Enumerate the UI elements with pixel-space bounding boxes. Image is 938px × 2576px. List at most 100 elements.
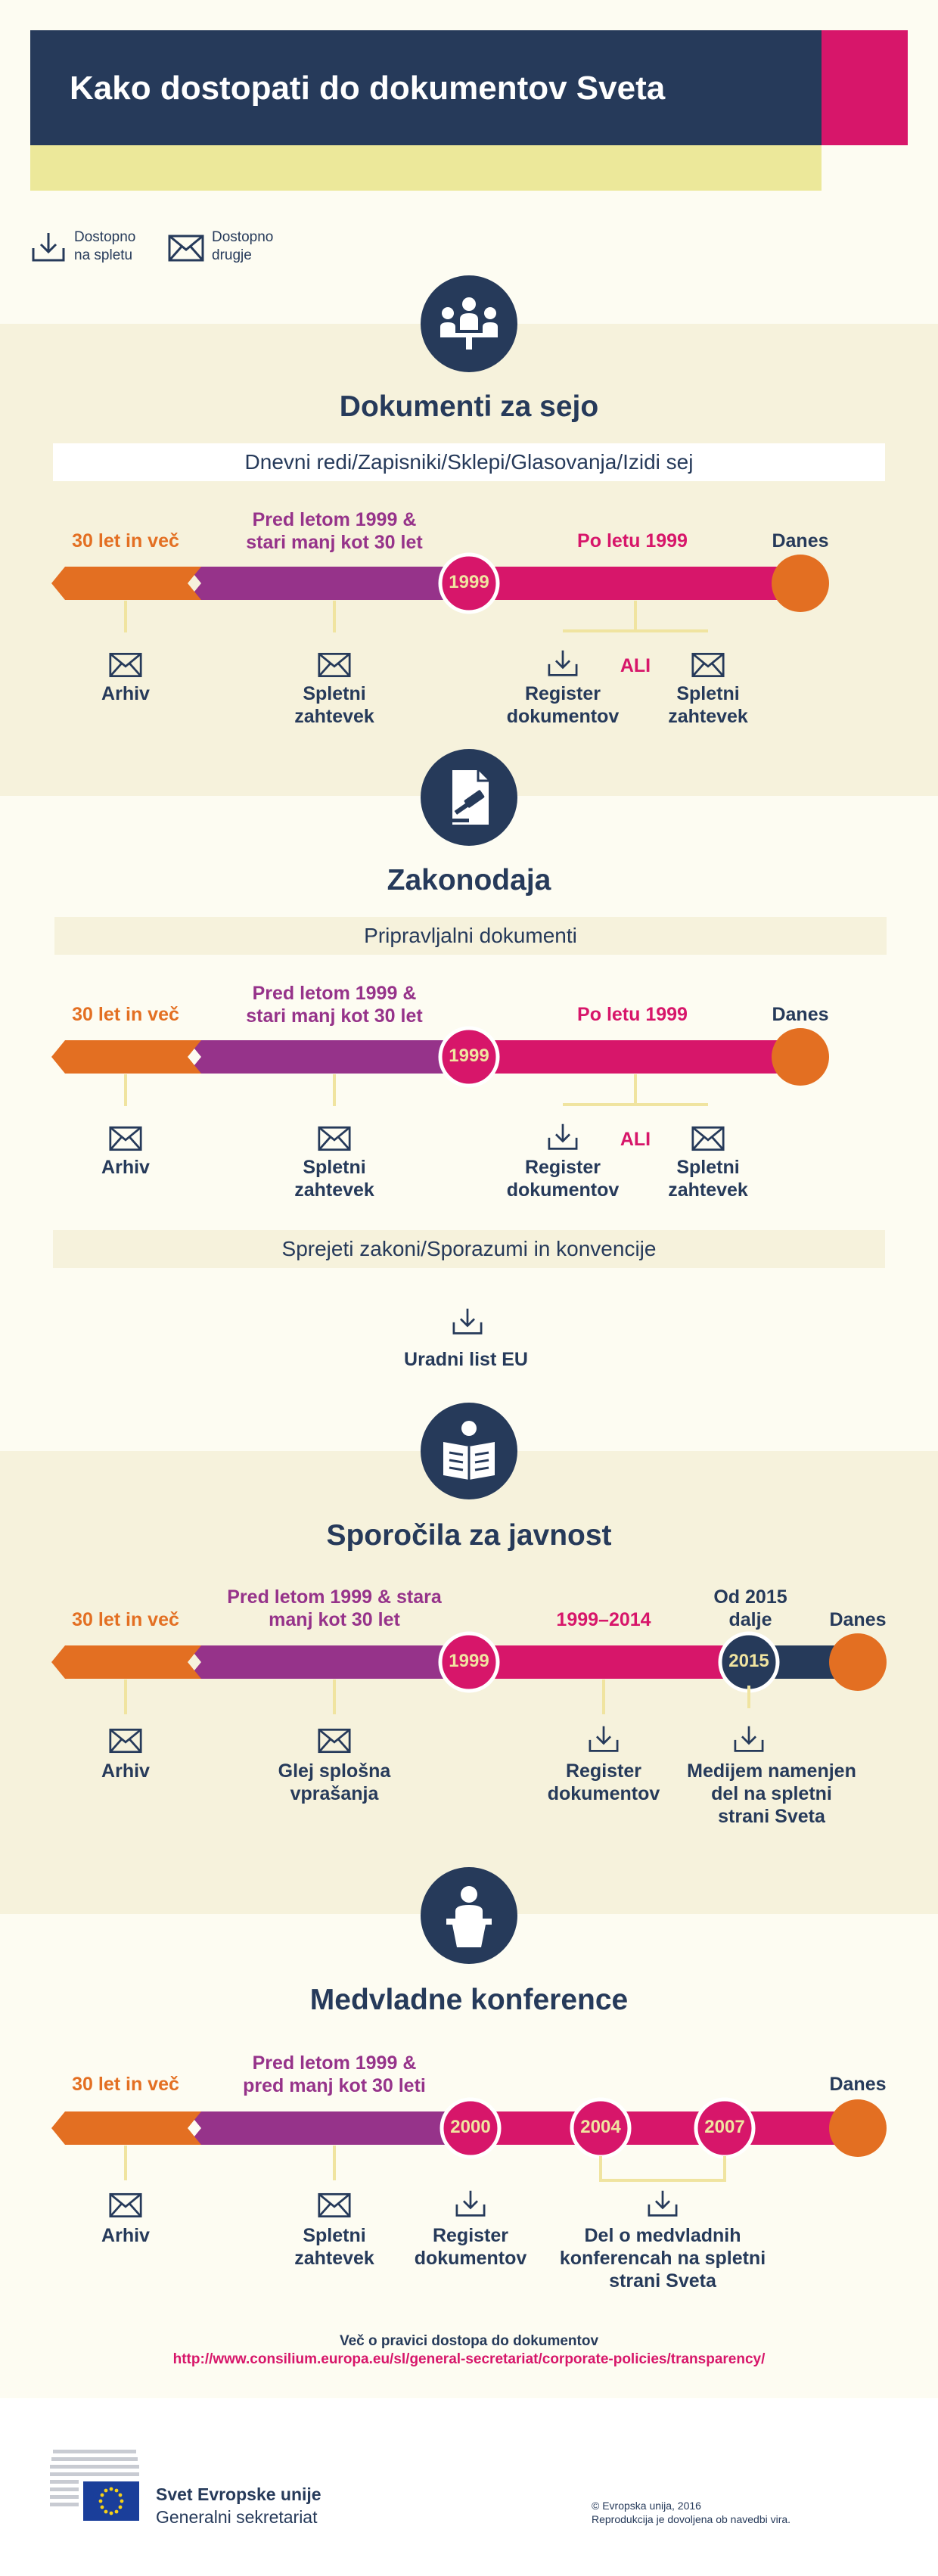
legend-other-label: Dostopno drugje	[212, 229, 274, 263]
org-name: Svet Evropske unije	[156, 2484, 321, 2504]
s4-year-badge-3: 2007	[704, 2117, 745, 2137]
s2-connector-2	[333, 1074, 336, 1106]
s2-node-1-envelope-icon	[109, 1126, 142, 1151]
s3-node-3-label: Register dokumentov	[547, 1760, 660, 1804]
s3-node-4-download-icon	[734, 1726, 764, 1752]
s3-connector-1	[124, 1680, 127, 1714]
s4-timeline	[51, 2097, 887, 2159]
s2-period-3-label: Po letu 1999	[577, 1004, 688, 1025]
s1-node-2-label: Spletni zahtevek	[294, 683, 374, 727]
s2-node-3-label: Register dokumentov	[506, 1157, 620, 1201]
s3-year-badge-2: 2015	[728, 1651, 769, 1671]
s2-connector-bracket	[563, 1103, 708, 1106]
s2-timeline	[51, 1026, 829, 1088]
s3-connector-3	[602, 1680, 605, 1714]
s1-node-1-label: Arhiv	[101, 683, 150, 704]
s3-connector-2	[333, 1680, 336, 1714]
s2-or-label: ALI	[620, 1129, 651, 1150]
s1-node-4-label: Spletni zahtevek	[668, 683, 748, 727]
section-1-icon-circle	[421, 275, 517, 372]
transparency-link[interactable]: http://www.consilium.europa.eu/sl/genera…	[172, 2351, 766, 2367]
more-info-text: Več o pravici dostopa do dokumentov	[339, 2333, 599, 2349]
section-4-title: Medvladne konference	[309, 1984, 629, 2016]
org-subtitle: Generalni sekretariat	[156, 2507, 318, 2527]
s2-node-4-label: Spletni zahtevek	[668, 1157, 748, 1201]
s2-node-3-download-icon	[548, 1123, 578, 1150]
s2-node-4-envelope-icon	[691, 1126, 725, 1151]
s2-node-5-download-icon	[452, 1308, 483, 1335]
s3-node-2-label: Glej splošna vprašanja	[278, 1760, 391, 1804]
s2-connector-1	[124, 1074, 127, 1106]
s1-connector-bracket	[563, 629, 708, 632]
s1-node-4-envelope-icon	[691, 652, 725, 678]
section-3-title: Sporočila za javnost	[326, 1519, 612, 1552]
section-4-icon-circle	[421, 1867, 517, 1964]
newspaper-icon	[443, 1421, 495, 1480]
s3-period-3-label: 1999–2014	[556, 1609, 651, 1630]
s3-node-4-label: Medijem namenjen del na spletni strani S…	[687, 1760, 856, 1827]
s4-year-badge-1: 2000	[450, 2117, 491, 2137]
s1-period-1-label: 30 let in več	[72, 530, 179, 552]
s1-or-label: ALI	[620, 655, 651, 676]
s4-node-4-download-icon	[648, 2190, 678, 2217]
s1-node-2-envelope-icon	[318, 652, 351, 678]
s1-year-badge: 1999	[449, 572, 489, 592]
s4-year-badge-2: 2004	[580, 2117, 621, 2137]
eu-flag-icon	[50, 2450, 139, 2521]
s4-today-label: Danes	[829, 2074, 887, 2095]
section-1-subtitle: Dnevni redi/Zapisniki/Sklepi/Glasovanja/…	[53, 443, 885, 481]
s1-connector-2	[333, 601, 336, 632]
s4-node-2-envelope-icon	[318, 2192, 351, 2218]
s3-year-badge-1: 1999	[449, 1651, 489, 1671]
section-2-subtitle-2: Sprejeti zakoni/Sporazumi in konvencije	[53, 1230, 885, 1268]
s1-connector-3	[634, 601, 637, 632]
s4-connector-bracket	[599, 2179, 726, 2182]
s3-node-1-envelope-icon	[109, 1728, 142, 1754]
page-title: Kako dostopati do dokumentov Sveta	[70, 70, 666, 107]
s2-node-2-label: Spletni zahtevek	[294, 1157, 374, 1201]
s1-connector-1	[124, 601, 127, 632]
s1-period-2-label: Pred letom 1999 & stari manj kot 30 let	[246, 509, 423, 553]
meeting-icon	[440, 297, 498, 350]
s2-connector-3	[634, 1074, 637, 1106]
reproduction-text: Reprodukcija je dovoljena ob navedbi vir…	[592, 2513, 791, 2525]
s4-node-3-download-icon	[455, 2190, 486, 2217]
download-icon	[32, 233, 65, 262]
s3-today-label: Danes	[829, 1609, 887, 1630]
s3-connector-4	[747, 1686, 750, 1708]
council-logo	[48, 2448, 142, 2527]
s4-node-2-label: Spletni zahtevek	[294, 2225, 374, 2269]
s1-node-1-envelope-icon	[109, 652, 142, 678]
s3-period-2-label: Pred letom 1999 & stara manj kot 30 let	[227, 1586, 442, 1630]
s4-period-1-label: 30 let in več	[72, 2074, 179, 2095]
s4-node-3-label: Register dokumentov	[414, 2225, 527, 2269]
s3-period-1-label: 30 let in več	[72, 1609, 179, 1630]
s3-node-1-label: Arhiv	[101, 1760, 150, 1782]
s4-connector-3b	[723, 2156, 726, 2182]
s4-node-1-label: Arhiv	[101, 2225, 150, 2246]
s2-node-1-label: Arhiv	[101, 1157, 150, 1178]
section-2-icon-circle	[421, 749, 517, 846]
s3-period-4-label: Od 2015 dalje	[713, 1586, 787, 1630]
s2-period-1-label: 30 let in več	[72, 1004, 179, 1025]
s1-period-3-label: Po letu 1999	[577, 530, 688, 552]
envelope-icon	[168, 235, 204, 262]
s1-node-3-label: Register dokumentov	[506, 683, 620, 727]
s3-timeline	[51, 1631, 887, 1693]
s4-node-1-envelope-icon	[109, 2192, 142, 2218]
s4-connector-3a	[599, 2156, 602, 2182]
s2-period-2-label: Pred letom 1999 & stari manj kot 30 let	[246, 983, 423, 1027]
s2-node-5-label: Uradni list EU	[404, 1349, 528, 1370]
s2-year-badge: 1999	[449, 1046, 489, 1066]
legend-online-label: Dostopno na spletu	[74, 229, 136, 263]
section-3-icon-circle	[421, 1403, 517, 1499]
section-2-subtitle: Pripravljalni dokumenti	[54, 917, 887, 955]
header-pink-block	[822, 30, 908, 145]
section-1-title: Dokumenti za sejo	[339, 390, 599, 423]
copyright-text: © Evropska unija, 2016	[592, 2500, 701, 2512]
gavel-document-icon	[451, 770, 489, 825]
s4-period-2-label: Pred letom 1999 & pred manj kot 30 leti	[243, 2052, 426, 2096]
footer-band	[0, 2398, 938, 2576]
podium-icon	[446, 1886, 492, 1947]
s3-node-3-download-icon	[589, 1726, 619, 1752]
